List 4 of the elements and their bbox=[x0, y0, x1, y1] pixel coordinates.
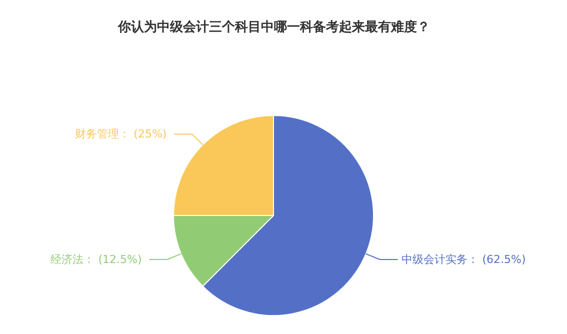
slice-label: 中级会计实务： (62.5%) bbox=[402, 253, 526, 266]
chart-title: 你认为中级会计三个科目中哪一科备考起来最有难度？ bbox=[117, 19, 430, 35]
slice-label: 财务管理： (25%) bbox=[75, 128, 167, 141]
slice-label: 经济法： (12.5%) bbox=[50, 253, 142, 266]
